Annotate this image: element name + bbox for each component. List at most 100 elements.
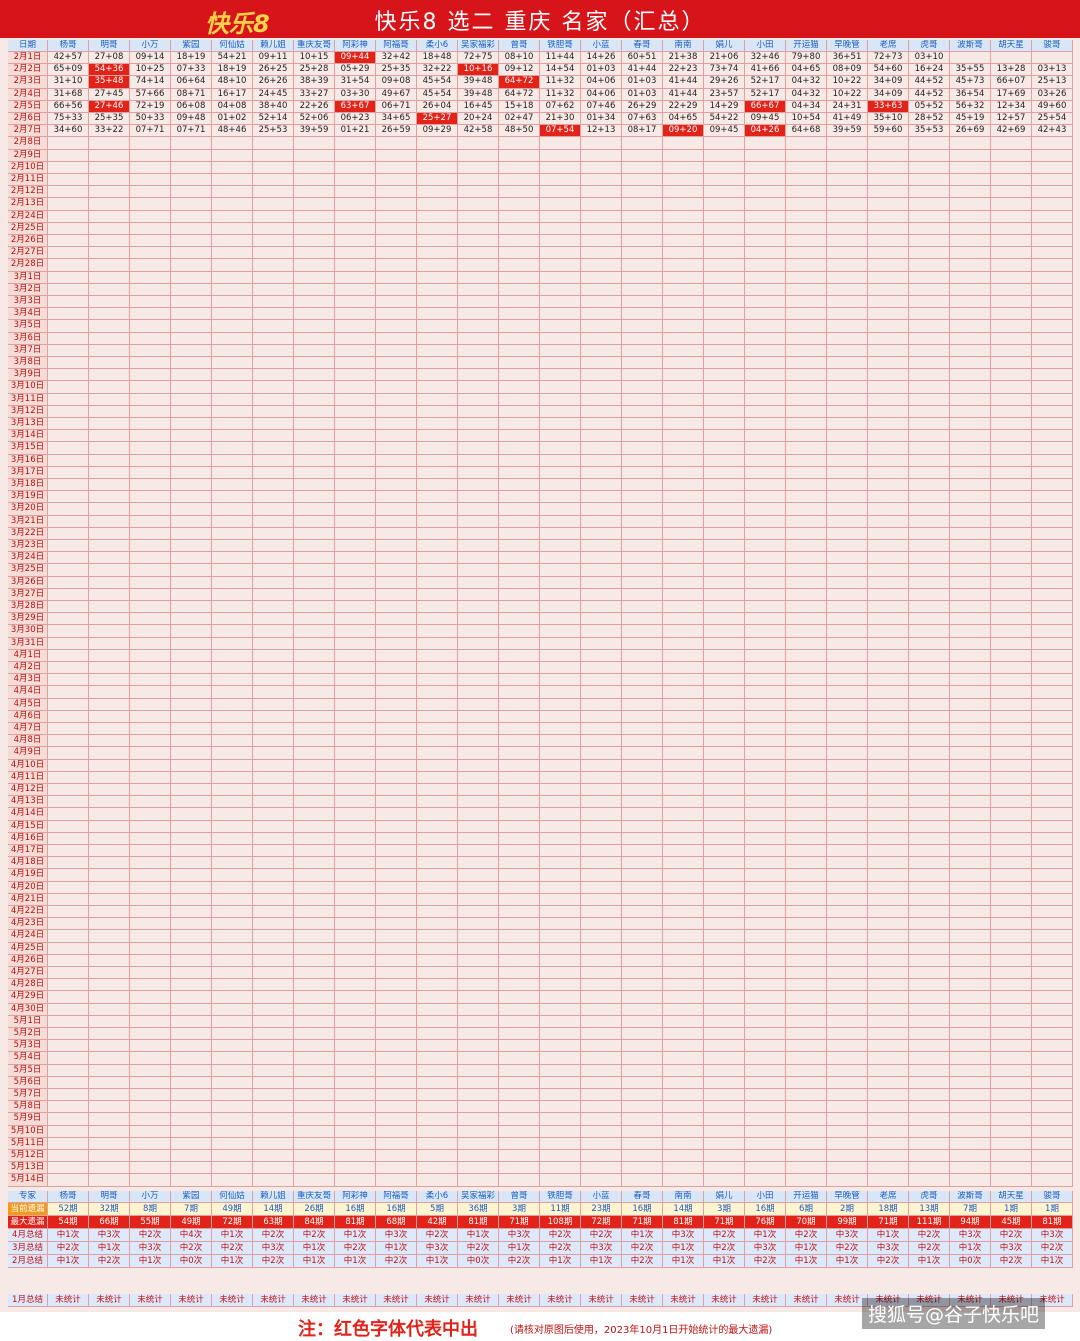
date: 2月5日 — [8, 100, 48, 113]
cell — [130, 942, 171, 955]
cell — [868, 625, 909, 638]
cell — [48, 405, 89, 418]
cell — [1032, 1040, 1073, 1053]
cell — [417, 430, 458, 443]
cell — [1032, 906, 1073, 919]
cell — [417, 222, 458, 235]
cell — [991, 674, 1032, 687]
cell — [417, 601, 458, 614]
cell — [48, 1052, 89, 1065]
cell — [1032, 588, 1073, 601]
cell — [294, 869, 335, 882]
cell — [745, 576, 786, 589]
summary-cell: 中2次 — [909, 1228, 950, 1242]
cell — [786, 674, 827, 687]
cell — [1032, 1028, 1073, 1041]
cell — [294, 845, 335, 858]
cell — [376, 222, 417, 235]
cell — [581, 405, 622, 418]
cell — [89, 479, 130, 492]
cell — [991, 735, 1032, 748]
cell — [89, 393, 130, 406]
summary-cell: 中1次 — [335, 1228, 376, 1242]
cell: 75+33 — [48, 113, 89, 126]
cell — [540, 235, 581, 248]
cell — [417, 1015, 458, 1028]
cell — [868, 723, 909, 736]
cell — [212, 1162, 253, 1175]
cell — [704, 381, 745, 394]
cell — [48, 613, 89, 626]
cell — [540, 259, 581, 272]
cell — [294, 137, 335, 150]
cell — [417, 808, 458, 821]
cell: 12+34 — [991, 100, 1032, 113]
cell — [991, 1064, 1032, 1077]
cell — [253, 296, 294, 309]
cell — [499, 540, 540, 553]
cell — [622, 564, 663, 577]
cell — [991, 52, 1032, 65]
cell — [622, 491, 663, 504]
cell: 41+66 — [745, 64, 786, 77]
cell — [253, 369, 294, 382]
cell — [48, 1003, 89, 1016]
cell — [786, 1003, 827, 1016]
cell: 34+60 — [48, 125, 89, 138]
cell — [212, 1150, 253, 1163]
cell — [335, 393, 376, 406]
cell — [909, 918, 950, 931]
cell — [909, 759, 950, 772]
cell — [745, 723, 786, 736]
cell — [704, 1162, 745, 1175]
cell — [458, 308, 499, 321]
cell — [991, 479, 1032, 492]
cell — [745, 357, 786, 370]
cell — [458, 405, 499, 418]
date: 5月2日 — [8, 1028, 48, 1041]
cell: 64+68 — [786, 125, 827, 138]
cell — [622, 332, 663, 345]
cell — [294, 1040, 335, 1053]
cell — [89, 149, 130, 162]
cell — [376, 991, 417, 1004]
cell — [663, 845, 704, 858]
cell — [417, 759, 458, 772]
cell: 35+55 — [950, 64, 991, 77]
cell — [417, 1028, 458, 1041]
cell — [335, 942, 376, 955]
cell — [868, 442, 909, 455]
cell — [622, 527, 663, 540]
cell — [417, 344, 458, 357]
cell — [48, 674, 89, 687]
cell — [335, 625, 376, 638]
cell — [909, 832, 950, 845]
cell — [663, 418, 704, 431]
cell — [499, 259, 540, 272]
cell — [212, 1125, 253, 1138]
cell — [335, 540, 376, 553]
cell — [48, 1137, 89, 1150]
summary-cell: 中1次 — [48, 1228, 89, 1242]
cell: 41+49 — [827, 113, 868, 126]
cell — [663, 308, 704, 321]
cell — [1032, 625, 1073, 638]
cell — [253, 320, 294, 333]
cell — [48, 430, 89, 443]
cell — [89, 405, 130, 418]
cell: 10+25 — [130, 64, 171, 77]
cell — [458, 735, 499, 748]
cell — [294, 1137, 335, 1150]
cell — [786, 1064, 827, 1077]
cell — [622, 515, 663, 528]
cell — [868, 491, 909, 504]
cell — [622, 796, 663, 809]
cell — [663, 405, 704, 418]
cell — [540, 1150, 581, 1163]
cell: 04+65 — [786, 64, 827, 77]
cell — [540, 344, 581, 357]
cell — [540, 735, 581, 748]
cell — [1032, 149, 1073, 162]
cell — [171, 357, 212, 370]
cell — [294, 247, 335, 260]
